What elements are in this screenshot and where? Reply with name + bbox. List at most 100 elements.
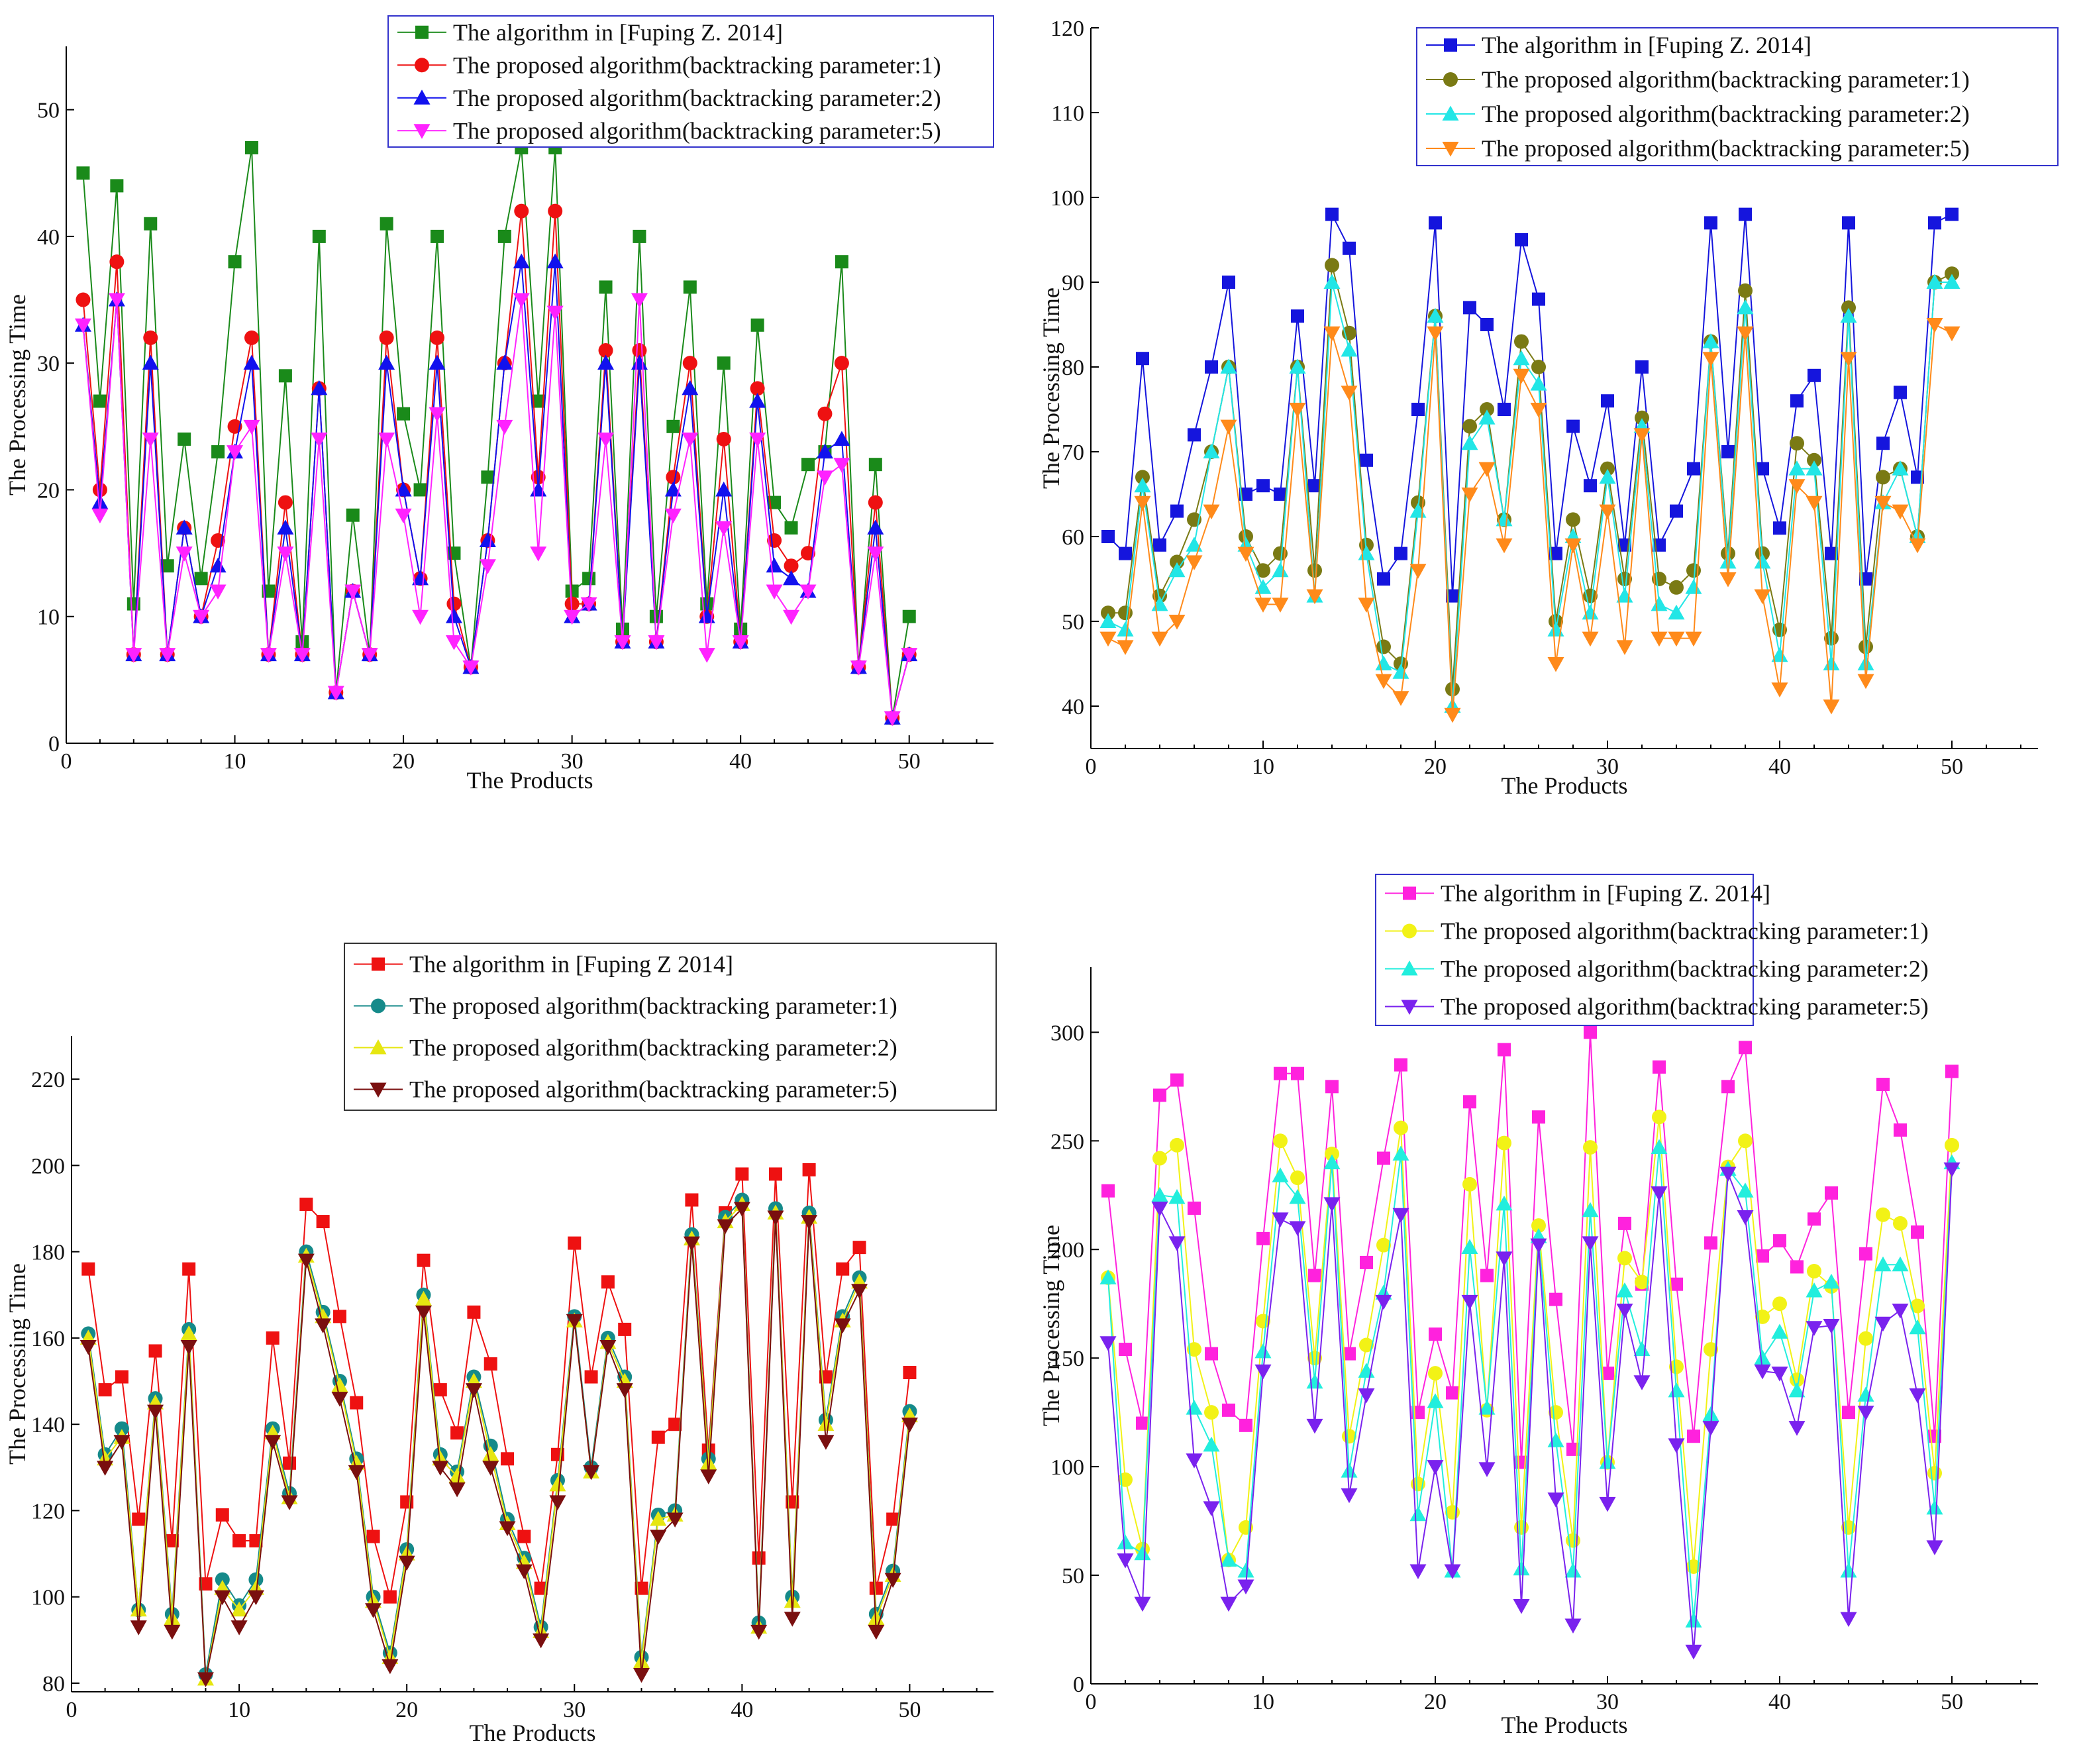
data-point	[1893, 1216, 1908, 1231]
data-point	[1307, 1351, 1322, 1366]
data-point	[108, 293, 125, 309]
data-point	[1788, 1382, 1806, 1398]
data-point	[1325, 1146, 1339, 1161]
data-point	[1375, 655, 1392, 670]
data-point	[1909, 1388, 1926, 1404]
data-point	[1721, 1080, 1735, 1094]
y-tick-label: 30	[37, 352, 60, 376]
data-point	[784, 1612, 801, 1627]
data-point	[1584, 1025, 1597, 1039]
data-point	[867, 519, 884, 535]
data-point	[1151, 631, 1168, 647]
data-point	[801, 1215, 818, 1230]
data-point	[1582, 631, 1599, 647]
data-point	[1274, 488, 1287, 501]
data-point	[1462, 1176, 1477, 1192]
data-point	[1892, 1256, 1909, 1272]
data-point	[1306, 589, 1323, 605]
data-point	[884, 711, 901, 727]
data-point	[164, 1610, 181, 1626]
data-point	[1841, 300, 1856, 315]
data-point	[530, 546, 547, 562]
data-point	[1857, 1386, 1874, 1402]
data-point	[433, 1383, 447, 1397]
data-point	[1547, 1432, 1564, 1447]
data-point	[277, 519, 294, 535]
data-point	[651, 1430, 665, 1444]
data-point	[366, 1530, 380, 1543]
data-point	[1461, 488, 1478, 503]
data-point	[698, 648, 715, 663]
legend-marker	[415, 25, 429, 39]
data-point	[835, 255, 848, 269]
data-point	[816, 443, 833, 459]
data-point	[1808, 368, 1821, 382]
data-point	[1547, 1492, 1564, 1508]
data-point	[1237, 546, 1254, 562]
data-point	[1117, 621, 1134, 637]
data-point	[816, 470, 833, 486]
data-point	[479, 559, 496, 574]
data-point	[130, 1601, 147, 1617]
data-point	[211, 445, 225, 459]
data-point	[1807, 1264, 1821, 1279]
data-point	[248, 1572, 264, 1587]
data-point	[467, 1305, 481, 1319]
data-point	[1239, 529, 1253, 544]
data-point	[1392, 1145, 1409, 1161]
y-tick-label: 150	[1050, 1347, 1084, 1371]
series-4	[74, 293, 918, 727]
legend-entry-label: The proposed algorithm(backtracking para…	[409, 993, 897, 1019]
data-point	[1343, 1347, 1356, 1361]
data-point	[632, 343, 647, 358]
data-point	[1118, 1472, 1133, 1487]
data-point	[1530, 1238, 1547, 1254]
data-point	[1394, 1058, 1407, 1072]
data-point	[1702, 352, 1719, 367]
data-point	[1719, 1167, 1737, 1182]
series-3	[1099, 274, 1961, 713]
data-point	[683, 280, 697, 294]
data-point	[716, 431, 731, 446]
data-point	[1892, 1304, 1909, 1319]
data-point	[1635, 410, 1649, 425]
data-point	[1205, 360, 1218, 374]
data-point	[599, 280, 613, 294]
data-point	[164, 1624, 181, 1640]
data-point	[868, 1610, 885, 1626]
series-2	[1101, 1110, 1959, 1574]
data-point	[1480, 1269, 1494, 1282]
data-point	[1668, 631, 1685, 647]
data-point	[395, 508, 412, 524]
x-tick-label: 40	[1768, 1690, 1791, 1714]
data-point	[142, 432, 159, 448]
series-2	[76, 203, 917, 725]
data-point	[1600, 461, 1615, 476]
x-tick-label: 30	[1596, 1690, 1619, 1714]
legend-box	[344, 943, 997, 1111]
data-point	[1119, 1343, 1132, 1357]
data-point	[869, 1581, 883, 1595]
data-point	[1427, 1393, 1444, 1408]
data-point	[902, 609, 916, 623]
data-point	[110, 179, 124, 193]
data-point	[867, 546, 884, 562]
data-point	[1394, 1120, 1408, 1135]
data-point	[1754, 1349, 1771, 1365]
legend-entry-label: The proposed algorithm(backtracking para…	[1482, 66, 1970, 93]
data-point	[311, 432, 328, 448]
data-point	[616, 1383, 633, 1398]
data-point	[1478, 462, 1496, 478]
data-point	[580, 597, 597, 613]
y-tick-label: 50	[1062, 610, 1084, 635]
x-tick-label: 10	[228, 1698, 250, 1722]
series-1	[76, 141, 916, 725]
data-point	[799, 584, 817, 599]
data-point	[382, 1659, 399, 1675]
data-point	[412, 570, 429, 586]
data-point	[1170, 1073, 1184, 1087]
data-point	[750, 318, 764, 332]
data-point	[1168, 1236, 1186, 1251]
data-point	[1599, 1496, 1616, 1512]
x-tick-label: 40	[729, 749, 752, 774]
